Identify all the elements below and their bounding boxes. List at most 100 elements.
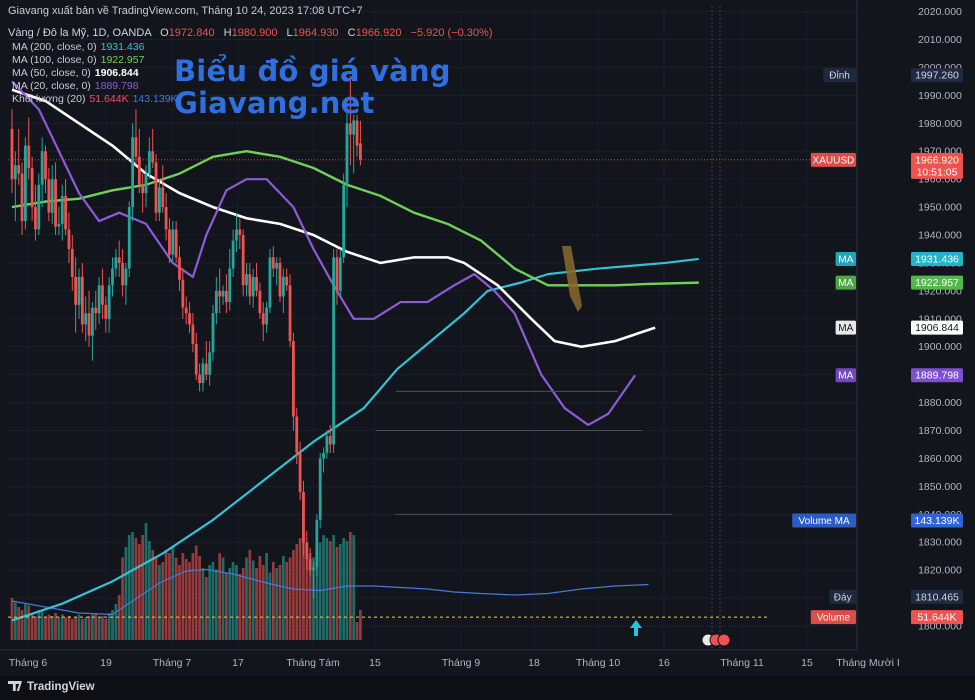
volume-bar [121, 557, 124, 640]
candle-body [348, 123, 352, 135]
candle-body [288, 285, 292, 342]
candle-body [47, 179, 51, 213]
candle-body [352, 120, 356, 135]
price-tag-name-bg [835, 368, 856, 383]
volume-bar [178, 565, 181, 640]
y-tick-label: 1950.000 [918, 202, 962, 214]
x-tick-label: 19 [100, 657, 112, 669]
chart-markers [562, 246, 731, 647]
price-tag: Đỉnh 1997.260 [823, 68, 963, 83]
x-tick-label: Tháng 6 [9, 657, 48, 669]
volume-bar [77, 614, 81, 640]
legend-ma20[interactable]: MA (20, close, 0) 1889.798 [12, 80, 139, 92]
volume-bar [204, 577, 208, 640]
candle-body [181, 279, 185, 308]
candle-body [107, 285, 111, 319]
price-tag-name: MA [838, 371, 853, 382]
legend-volume[interactable]: Khối lượng (20) 51.644K 143.139K [12, 93, 178, 105]
candle-body [104, 304, 108, 319]
ohlc-low: L1964.930 [286, 27, 339, 39]
volume-bar [292, 550, 295, 640]
volume-bar [268, 572, 272, 640]
candlesticks [10, 75, 362, 599]
candle-body [281, 276, 285, 297]
candle-body [154, 162, 158, 213]
y-tick-label: 1820.000 [918, 565, 962, 577]
volume-bar [338, 544, 342, 640]
volume-bar [134, 538, 138, 640]
volume-bar [84, 617, 88, 640]
candle-body [225, 290, 228, 303]
volume-bar [345, 541, 349, 640]
candle-body [211, 313, 215, 353]
candle-body [241, 235, 245, 286]
volume-bar [34, 616, 37, 640]
volume-bar [278, 565, 282, 640]
volume-bar [54, 613, 57, 640]
price-tag-value: 1889.798 [915, 370, 959, 382]
volume-bar [188, 562, 191, 640]
price-tag-value-bg [911, 152, 963, 179]
candle-body [114, 257, 118, 269]
volume-bar [148, 541, 151, 640]
volume-bar [302, 535, 305, 640]
volume-ma-line [11, 568, 649, 616]
price-tag-name-bg [792, 513, 856, 528]
x-tick-label: 15 [801, 657, 813, 669]
volume-bar [235, 565, 238, 640]
legend-ma100[interactable]: MA (100, close, 0) 1922.957 [12, 54, 145, 66]
event-flag-icon [717, 633, 731, 647]
x-tick-label: 17 [232, 657, 244, 669]
y-tick-label: 1940.000 [918, 230, 962, 242]
volume-bar [14, 602, 17, 640]
watermark-title: Biểu đồ giá vàng [174, 54, 451, 88]
price-tag-name: XAUUSD [813, 155, 855, 166]
volume-bar [64, 617, 67, 640]
volume-bar [44, 617, 47, 640]
candle-body [37, 184, 41, 230]
price-tag-value: 1906.844 [915, 322, 959, 334]
candle-body [168, 229, 171, 255]
y-tick-label: 1830.000 [918, 537, 962, 549]
candle-body [248, 274, 252, 297]
candle-body [91, 307, 94, 336]
volume-bar [67, 616, 71, 640]
ohlc-high: H1980.900 [223, 27, 278, 39]
price-tag-value-bg [911, 589, 963, 604]
volume-bar [225, 572, 228, 640]
candle-body [332, 257, 335, 445]
price-tag-name: Đáy [834, 592, 852, 603]
volume-bar [194, 545, 198, 640]
y-tick-label: 1870.000 [918, 425, 962, 437]
price-tag-name: Đỉnh [829, 70, 850, 82]
candle-body [228, 268, 232, 303]
price-tag-value: 1966.920 [915, 154, 959, 166]
legend-ma50[interactable]: MA (50, close, 0) 1906.844 [12, 67, 139, 79]
volume-bar [258, 556, 262, 640]
volume-bar [168, 553, 171, 640]
candle-body [64, 195, 67, 230]
volume-bar [238, 574, 242, 640]
candle-body [34, 207, 37, 230]
candle-body [77, 276, 81, 305]
volume-bar [285, 562, 289, 640]
volume-bar [141, 535, 144, 640]
price-tag-value-bg [911, 368, 963, 383]
candle-body [131, 137, 134, 208]
price-tag: MA 1906.844 [835, 320, 963, 335]
candle-body [271, 257, 275, 269]
volume-bar [124, 547, 128, 640]
volume-bar [305, 544, 309, 640]
volume-bar [359, 610, 362, 640]
volume-bar [174, 557, 178, 640]
tradingview-logo[interactable]: TradingView [8, 681, 95, 693]
volume-bar [184, 559, 188, 640]
candle-body [10, 128, 14, 180]
legend-ma200[interactable]: MA (200, close, 0) 1931.436 [12, 41, 145, 53]
price-tag-value: 1810.465 [915, 591, 959, 603]
candle-body [178, 257, 181, 280]
volume-bar [158, 565, 161, 640]
price-tag-name: Volume MA [799, 516, 850, 527]
